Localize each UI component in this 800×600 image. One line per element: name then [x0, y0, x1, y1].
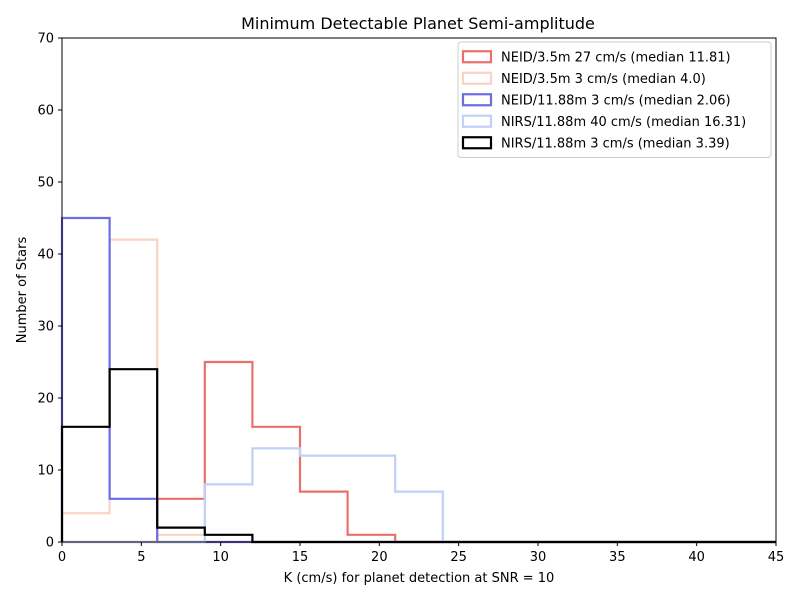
legend-swatch-2 [461, 93, 493, 107]
y-tick-label: 0 [46, 536, 54, 551]
legend-frame [457, 41, 772, 158]
histogram-series-0 [62, 360, 776, 544]
y-tick-label: 40 [37, 248, 54, 263]
y-tick-label: 70 [37, 32, 54, 47]
x-tick-label: 35 [609, 550, 626, 565]
y-tick-label: 20 [37, 392, 54, 407]
y-tick-label: 30 [37, 320, 54, 335]
histogram-series-1 [60, 238, 776, 544]
x-tick-label: 25 [450, 550, 467, 565]
x-tick-label: 20 [371, 550, 388, 565]
x-tick-label: 5 [137, 550, 145, 565]
x-tick-label: 30 [530, 550, 547, 565]
y-axis: 0 10 20 30 40 50 60 70 [37, 32, 62, 551]
x-axis: 0 5 10 15 20 25 30 35 40 45 [58, 542, 784, 565]
histogram-series-2 [60, 216, 776, 544]
x-axis-label: K (cm/s) for planet detection at SNR = 1… [284, 571, 555, 586]
y-tick-label: 60 [37, 104, 54, 119]
legend-swatch-3 [461, 114, 493, 128]
chart-title: Minimum Detectable Planet Semi-amplitude [241, 14, 595, 33]
legend-label-4: NIRS/11.88m 3 cm/s (median 3.39) [501, 136, 730, 151]
x-tick-label: 0 [58, 550, 66, 565]
legend-label-1: NEID/3.5m 3 cm/s (median 4.0) [501, 72, 706, 87]
legend-swatch-0 [461, 50, 493, 64]
plot-frame [61, 37, 777, 543]
legend-label-0: NEID/3.5m 27 cm/s (median 11.81) [501, 50, 731, 65]
x-tick-label: 10 [212, 550, 229, 565]
legend-swatch-4 [461, 136, 493, 150]
histogram-series-4 [60, 368, 776, 544]
legend: NEID/3.5m 27 cm/s (median 11.81) NEID/3.5… [457, 41, 772, 158]
legend-label-3: NIRS/11.88m 40 cm/s (median 16.31) [501, 115, 746, 130]
x-tick-label: 45 [768, 550, 785, 565]
y-tick-label: 50 [37, 176, 54, 191]
x-tick-label: 15 [292, 550, 309, 565]
series-layer [60, 216, 776, 544]
legend-label-2: NEID/11.88m 3 cm/s (median 2.06) [501, 93, 731, 108]
x-tick-label: 40 [688, 550, 705, 565]
y-tick-label: 10 [37, 464, 54, 479]
legend-swatch-1 [461, 71, 493, 85]
y-axis-label: Number of Stars [15, 237, 30, 344]
